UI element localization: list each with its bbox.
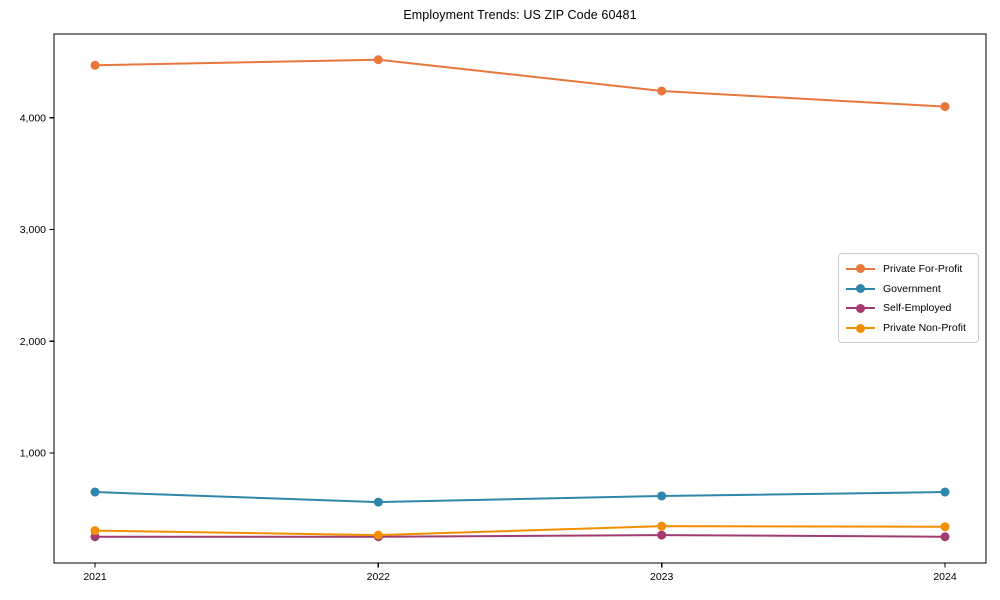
data-point-self-employed xyxy=(940,532,950,542)
data-point-self-employed xyxy=(657,530,667,540)
series-line-self-employed xyxy=(94,534,946,538)
legend: Private For-Profit Government Self-Emplo… xyxy=(838,253,979,343)
data-point-private-for-profit xyxy=(90,60,100,70)
x-tick-label: 2021 xyxy=(83,571,107,583)
legend-label: Self-Employed xyxy=(883,302,952,315)
x-tick-label: 2024 xyxy=(933,571,957,583)
legend-item-government: Government xyxy=(846,279,971,299)
line-marker-icon xyxy=(846,264,875,274)
data-point-government xyxy=(940,487,950,497)
line-marker-icon xyxy=(846,323,875,333)
data-point-private-non-profit xyxy=(940,522,950,532)
y-tick-label: 4,000 xyxy=(20,112,46,124)
data-point-private-non-profit xyxy=(90,526,100,536)
data-point-government xyxy=(373,497,383,507)
data-point-private-non-profit xyxy=(373,530,383,540)
legend-item-private-non-profit: Private Non-Profit xyxy=(846,318,971,338)
y-tick-label: 1,000 xyxy=(20,448,46,460)
data-point-private-for-profit xyxy=(373,55,383,65)
data-point-government xyxy=(90,487,100,497)
legend-item-self-employed: Self-Employed xyxy=(846,299,971,319)
x-tick-label: 2022 xyxy=(367,571,391,583)
x-tick-label: 2023 xyxy=(650,571,674,583)
data-point-private-for-profit xyxy=(940,102,950,112)
axes-frame xyxy=(53,33,987,564)
series-line-private-for-profit xyxy=(94,58,946,108)
data-point-private-non-profit xyxy=(657,521,667,531)
y-tick-label: 3,000 xyxy=(20,224,46,236)
legend-label: Private Non-Profit xyxy=(883,322,966,335)
line-marker-icon xyxy=(846,284,875,294)
legend-label: Government xyxy=(883,282,941,295)
series-line-government xyxy=(94,491,946,504)
legend-item-private-for-profit: Private For-Profit xyxy=(846,259,971,279)
data-point-private-for-profit xyxy=(657,86,667,96)
series-line-private-non-profit xyxy=(94,525,946,537)
line-marker-icon xyxy=(846,303,875,313)
y-tick-label: 2,000 xyxy=(20,336,46,348)
data-point-government xyxy=(657,491,667,501)
chart-title: Employment Trends: US ZIP Code 60481 xyxy=(403,8,637,22)
legend-label: Private For-Profit xyxy=(883,262,963,275)
